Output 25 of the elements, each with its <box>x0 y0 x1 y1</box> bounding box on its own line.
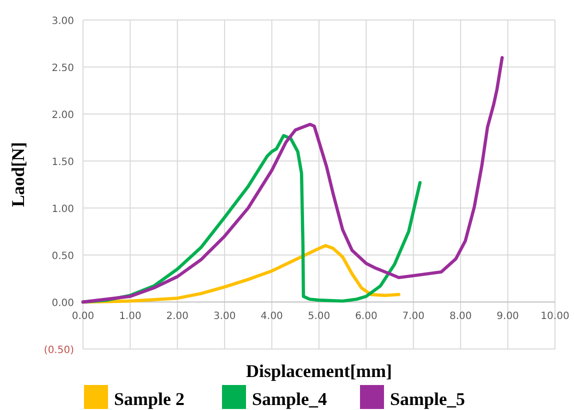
y-tick-label: 0.50 <box>52 251 74 262</box>
x-tick-label: 6.00 <box>355 311 378 322</box>
x-tick-label: 1.00 <box>119 311 142 322</box>
x-axis-title: Displacement[mm] <box>246 361 392 381</box>
x-tick-label: 3.00 <box>213 311 236 322</box>
y-tick-label: 1.50 <box>52 157 74 168</box>
x-tick-label: 10.00 <box>540 311 570 322</box>
y-tick-label: 3.00 <box>52 16 74 27</box>
y-tick-label: 2.00 <box>52 110 74 121</box>
x-tick-label: 4.00 <box>260 311 283 322</box>
y-axis-title: Laod[N] <box>8 142 28 208</box>
x-tick-label: 8.00 <box>449 311 472 322</box>
x-tick-label: 0.00 <box>72 311 94 322</box>
line-series <box>81 56 504 304</box>
legend-label: Sample 2 <box>114 389 185 409</box>
y-tick-label: 1.00 <box>52 204 74 215</box>
legend-label: Sample_4 <box>252 389 328 409</box>
x-tick-label: 9.00 <box>496 311 519 322</box>
y-tick-label: 0.00 <box>52 298 74 309</box>
x-tick-label: 7.00 <box>402 311 425 322</box>
legend-label: Sample_5 <box>390 389 466 409</box>
y-tick-label: (0.50) <box>44 345 74 356</box>
x-tick-label: 5.00 <box>308 311 330 322</box>
y-tick-label: 2.50 <box>52 63 74 74</box>
x-tick-label: 2.00 <box>166 311 189 322</box>
